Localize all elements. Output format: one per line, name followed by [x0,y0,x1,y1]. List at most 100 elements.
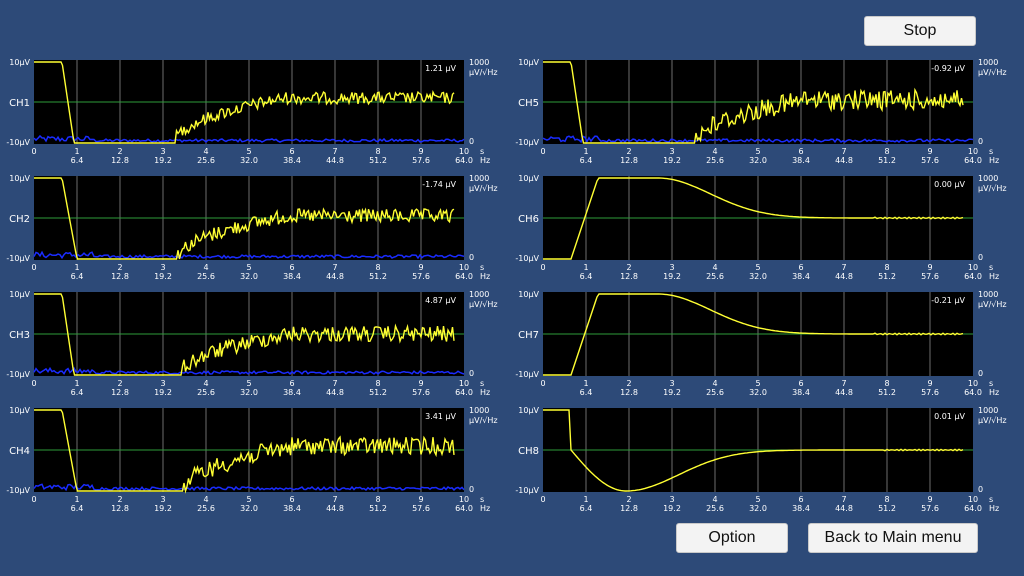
right-top-label: 1000 [469,58,489,67]
time-tick-label: 8 [375,495,380,504]
spectrum-trace [33,483,465,492]
freq-tick-label: 19.2 [154,388,172,397]
stop-button[interactable]: Stop [864,16,976,46]
freq-tick-label: 6.4 [71,504,84,513]
freq-tick-label: 38.4 [283,504,301,513]
freq-tick-label: 44.8 [326,272,344,281]
right-unit-label: μV/√Hz [978,68,1007,77]
time-tick-label: 6 [798,379,803,388]
freq-tick-label: 57.6 [412,388,430,397]
freq-tick-label: 32.0 [240,156,258,165]
time-tick-label: 2 [117,379,122,388]
freq-tick-label: 6.4 [71,388,84,397]
freq-tick-label: 25.6 [197,388,215,397]
freq-unit-label: Hz [480,272,490,281]
freq-tick-label: 44.8 [326,156,344,165]
freq-tick-label: 6.4 [71,272,84,281]
option-button[interactable]: Option [676,523,788,553]
time-tick-label: 6 [289,147,294,156]
time-tick-label: 10 [968,495,978,504]
freq-tick-label: 44.8 [326,388,344,397]
time-tick-label: 8 [884,379,889,388]
time-tick-label: 1 [74,495,79,504]
freq-tick-label: 38.4 [283,388,301,397]
time-tick-label: 8 [375,379,380,388]
freq-tick-label: 6.4 [580,272,593,281]
time-tick-label: 5 [246,263,251,272]
time-tick-label: 6 [289,495,294,504]
right-bottom-label: 0 [978,485,983,494]
time-tick-label: 4 [712,147,717,156]
channel-name: CH5 [518,98,539,109]
signal-trace [34,293,455,376]
time-tick-label: 1 [583,147,588,156]
freq-tick-label: 12.8 [620,388,638,397]
value-readout: 4.87 μV [425,296,456,305]
time-tick-label: 5 [246,495,251,504]
y-top-label: 10μV [518,290,539,299]
freq-tick-label: 25.6 [197,156,215,165]
freq-tick-label: 64.0 [964,156,982,165]
time-tick-label: 9 [927,495,932,504]
y-top-label: 10μV [518,406,539,415]
freq-tick-label: 12.8 [620,504,638,513]
right-bottom-label: 0 [469,253,474,262]
value-readout: 1.21 μV [425,64,456,73]
time-tick-label: 7 [841,495,846,504]
freq-tick-label: 12.8 [111,156,129,165]
time-tick-label: 4 [712,495,717,504]
signal-trace [34,61,455,144]
value-readout: 0.00 μV [934,180,965,189]
time-unit-label: s [480,495,484,504]
freq-tick-label: 12.8 [620,156,638,165]
freq-tick-label: 6.4 [580,388,593,397]
freq-unit-label: Hz [989,388,999,397]
time-tick-label: 9 [418,263,423,272]
freq-tick-label: 25.6 [197,272,215,281]
time-tick-label: 2 [117,263,122,272]
time-tick-label: 9 [927,147,932,156]
freq-tick-label: 51.2 [878,272,896,281]
right-unit-label: μV/√Hz [469,184,498,193]
freq-tick-label: 51.2 [369,156,387,165]
right-bottom-label: 0 [978,369,983,378]
y-top-label: 10μV [9,58,30,67]
time-tick-label: 5 [755,379,760,388]
freq-tick-label: 44.8 [835,388,853,397]
time-tick-label: 2 [626,147,631,156]
value-readout: -0.92 μV [931,64,965,73]
signal-trace [34,177,455,260]
freq-tick-label: 57.6 [921,156,939,165]
right-unit-label: μV/√Hz [978,300,1007,309]
freq-tick-label: 25.6 [706,388,724,397]
value-readout: -1.74 μV [422,180,456,189]
back-to-main-menu-button[interactable]: Back to Main menu [808,523,978,553]
freq-tick-label: 64.0 [455,504,473,513]
time-tick-label: 3 [160,379,165,388]
time-tick-label: 0 [540,495,545,504]
freq-tick-label: 44.8 [835,272,853,281]
time-tick-label: 1 [583,495,588,504]
signal-trace [543,61,964,144]
y-bottom-label: -10μV [515,254,539,263]
spectrum-trace [33,134,465,144]
freq-tick-label: 12.8 [111,388,129,397]
time-tick-label: 8 [884,495,889,504]
channel-name: CH7 [518,330,539,341]
freq-tick-label: 6.4 [71,156,84,165]
y-top-label: 10μV [518,58,539,67]
freq-unit-label: Hz [989,504,999,513]
freq-tick-label: 19.2 [663,504,681,513]
time-tick-label: 10 [968,147,978,156]
spectrum-trace [33,250,465,260]
freq-tick-label: 19.2 [154,272,172,281]
freq-tick-label: 51.2 [878,504,896,513]
time-tick-label: 0 [540,379,545,388]
time-tick-label: 6 [289,263,294,272]
y-bottom-label: -10μV [6,370,30,379]
right-unit-label: μV/√Hz [978,184,1007,193]
freq-tick-label: 32.0 [749,156,767,165]
freq-tick-label: 51.2 [369,388,387,397]
